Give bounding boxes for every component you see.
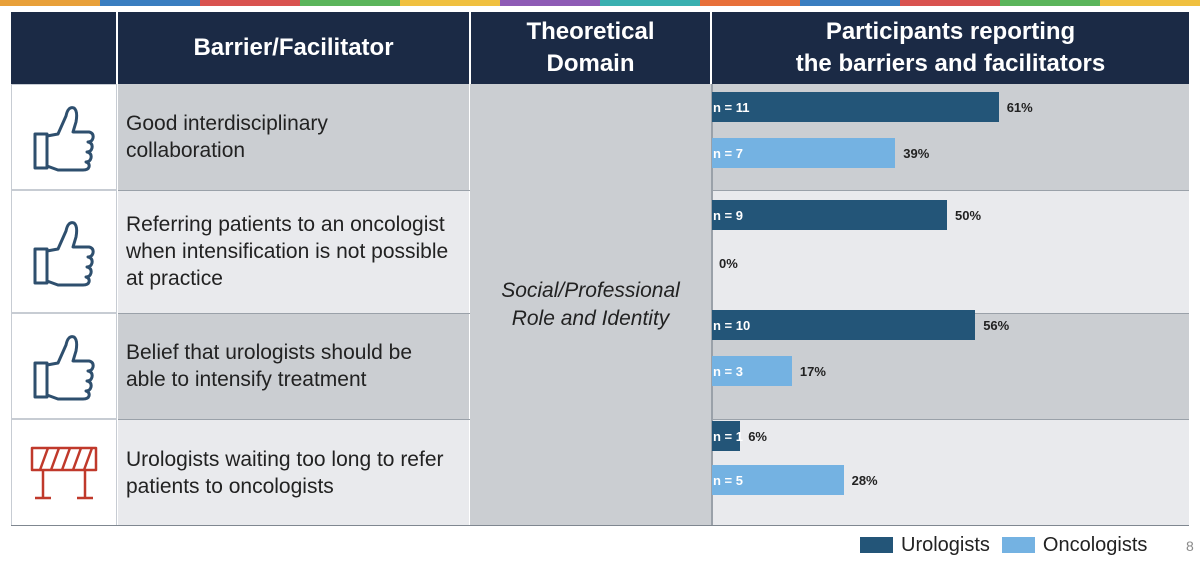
bar-urologists-1: n = 11 (712, 92, 999, 122)
thumbs-up-icon (33, 106, 95, 172)
row-divider (711, 190, 1189, 191)
row-text-cell: Belief that urologists should be able to… (118, 313, 469, 419)
bar-oncologists-4: n = 5 (712, 465, 844, 495)
bar-oncologists-1: n = 7 (712, 138, 896, 168)
header-barrier: Barrier/Facilitator (118, 12, 469, 84)
row-icon-cell (11, 190, 117, 313)
header-domain-label: Theoretical Domain (526, 18, 655, 77)
row-text-cell: Referring patients to an oncologist when… (118, 190, 469, 313)
row-divider (711, 419, 1189, 420)
legend-swatch-urologists (860, 537, 893, 553)
barrier-text: Good interdisciplinary collaboration (126, 112, 328, 162)
legend-label-oncologists: Oncologists (1042, 533, 1148, 556)
barrier-text: Belief that urologists should be able to… (126, 341, 413, 391)
thumbs-up-icon (33, 335, 95, 401)
header-icon-column (11, 12, 116, 84)
row-divider (118, 313, 470, 314)
header-domain: Theoretical Domain (471, 12, 710, 84)
bar-urologists-3: n = 10 (712, 310, 976, 340)
value-label-oncologists-2: 0% (719, 255, 738, 271)
row-icon-cell (11, 313, 117, 419)
bar-urologists-4: n = 1 (712, 421, 743, 451)
row-divider (118, 419, 470, 420)
row-icon-cell (11, 419, 117, 526)
legend: Urologists Oncologists (860, 534, 1147, 556)
legend-swatch-oncologists (1001, 537, 1035, 553)
header-participants: Participants reporting the barriers and … (712, 12, 1189, 84)
value-label-oncologists-4: 28% (851, 472, 878, 488)
legend-label-urologists: Urologists (901, 533, 990, 556)
bar-urologists-2: n = 9 (712, 200, 947, 230)
value-label-oncologists-1: 39% (903, 145, 930, 161)
header-participants-line2: the barriers and facilitators (795, 50, 1106, 77)
value-label-urologists-1: 61% (1006, 99, 1033, 115)
domain-cell: Social/Professional Role and Identity (470, 84, 711, 526)
row-text-cell: Urologists waiting too long to refer pat… (118, 419, 469, 526)
bar-marks: n = 11 61% n = 7 39% n = 9 50% 0% n = 10 56% n = … (11, 12, 1189, 526)
row-divider (118, 190, 470, 191)
table-bottom-border (11, 525, 1189, 526)
header-participants-line1: Participants reporting (825, 18, 1076, 45)
barrier-icon (30, 446, 98, 499)
header-barrier-label: Barrier/Facilitator (193, 34, 394, 61)
row-text-cell: Good interdisciplinary collaboration (118, 84, 469, 190)
value-label-urologists-3: 56% (983, 317, 1010, 333)
domain-label-line2: Role and Identity (511, 307, 670, 330)
barriers-table: Barrier/Facilitator Theoretical Domain P… (11, 12, 1189, 526)
thumbs-up-icon (33, 220, 95, 286)
value-label-oncologists-3: 17% (799, 363, 826, 379)
barrier-text: Urologists waiting too long to refer pat… (126, 447, 444, 498)
barrier-text: Referring patients to an oncologist when… (126, 213, 449, 290)
value-label-urologists-4: 6% (748, 428, 767, 444)
page-number: 8 (1186, 538, 1194, 554)
decorative-top-strip (0, 0, 1200, 6)
row-icon-cell (11, 84, 117, 190)
domain-label-line1: Social/Professional (501, 279, 680, 302)
bar-oncologists-3: n = 3 (712, 356, 792, 386)
value-label-urologists-2: 50% (955, 207, 982, 223)
